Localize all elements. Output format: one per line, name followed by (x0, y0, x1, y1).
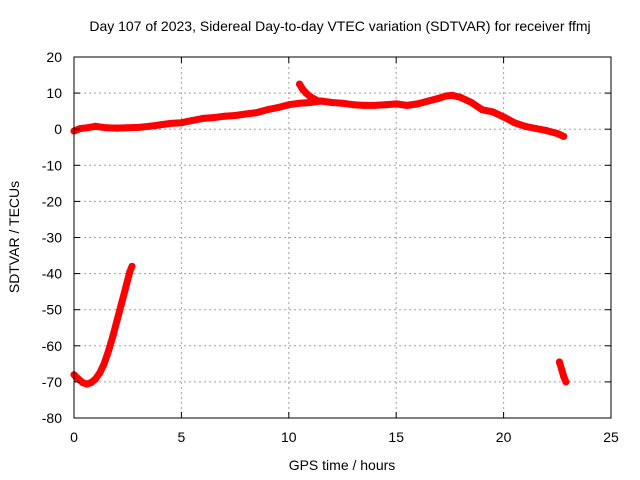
data-point (177, 119, 185, 127)
data-point (382, 101, 389, 109)
data-point (117, 300, 125, 308)
data-point (124, 124, 132, 132)
data-point (92, 122, 99, 130)
x-tick-label: 10 (281, 429, 297, 445)
data-point (500, 113, 508, 121)
y-axis-label: SDTVAR / TECUs (6, 181, 22, 293)
data-point (220, 112, 228, 120)
series-layer (70, 80, 570, 388)
data-point (263, 106, 271, 114)
y-tick-label: 0 (54, 121, 62, 137)
series-spike (296, 80, 321, 104)
data-point (122, 284, 130, 292)
data-point (543, 127, 551, 135)
data-point (253, 109, 261, 117)
data-point (145, 122, 153, 130)
y-tick-label: -10 (42, 157, 62, 173)
data-point (448, 91, 456, 99)
data-point (521, 122, 529, 130)
data-point (442, 92, 450, 100)
data-point (392, 100, 400, 108)
data-point (274, 104, 282, 111)
data-point (553, 130, 561, 137)
data-point (104, 347, 112, 355)
data-point (313, 96, 321, 104)
data-point (489, 108, 497, 116)
x-tick-label: 25 (603, 429, 619, 445)
data-point (328, 99, 336, 106)
data-point (349, 101, 357, 109)
y-tick-label: -70 (42, 374, 62, 390)
data-point (371, 101, 379, 109)
data-point (339, 99, 346, 107)
data-point (128, 262, 136, 270)
data-point (478, 106, 486, 114)
y-tick-label: -60 (42, 338, 62, 354)
data-point (102, 124, 110, 132)
data-point (231, 112, 239, 119)
x-axis-label: GPS time / hours (289, 457, 396, 473)
y-tick-label: 20 (46, 49, 62, 65)
chart-title: Day 107 of 2023, Sidereal Day-to-day VTE… (89, 18, 590, 34)
data-point (532, 125, 540, 132)
series-early-dip (70, 262, 136, 388)
data-point (424, 97, 432, 105)
data-point (306, 93, 314, 101)
data-point (296, 80, 303, 88)
series-main (70, 91, 568, 140)
y-tick-label: -20 (42, 193, 62, 209)
data-point (96, 369, 104, 377)
data-point (210, 114, 218, 122)
x-tick-label: 5 (178, 429, 186, 445)
y-tick-label: 10 (46, 85, 62, 101)
data-point (188, 117, 196, 124)
data-point (562, 378, 570, 386)
series-late-segment (555, 358, 570, 386)
data-point (435, 94, 443, 102)
y-tick-label: -30 (42, 230, 62, 246)
data-point (126, 268, 134, 276)
data-point (156, 121, 164, 129)
x-tick-label: 0 (70, 429, 78, 445)
data-point (113, 124, 121, 132)
x-tick-label: 20 (496, 429, 512, 445)
data-point (109, 333, 117, 341)
data-point (242, 110, 250, 118)
y-tick-label: -50 (42, 302, 62, 318)
data-point (199, 114, 207, 122)
data-point (510, 119, 518, 127)
data-point (558, 365, 566, 373)
data-point (92, 375, 99, 383)
data-point (134, 123, 142, 131)
data-point (467, 99, 475, 106)
ticks: 0 5 10 15 20 25 -80 -70 -60 -50 -40 -30 -20 -10 0 10 20 (42, 49, 619, 445)
data-point (555, 358, 563, 366)
data-point (560, 373, 568, 380)
x-tick-label: 15 (388, 429, 404, 445)
data-point (113, 317, 121, 324)
data-point (100, 360, 108, 368)
data-point (414, 100, 422, 108)
y-tick-label: -40 (42, 266, 62, 282)
data-point (403, 101, 411, 109)
data-point (457, 93, 465, 101)
data-point (285, 101, 293, 109)
data-point (83, 124, 91, 132)
data-point (167, 119, 175, 127)
data-point (296, 99, 303, 107)
data-point (360, 101, 368, 109)
data-point (76, 125, 84, 132)
data-point (560, 132, 568, 140)
y-tick-label: -80 (42, 410, 62, 426)
